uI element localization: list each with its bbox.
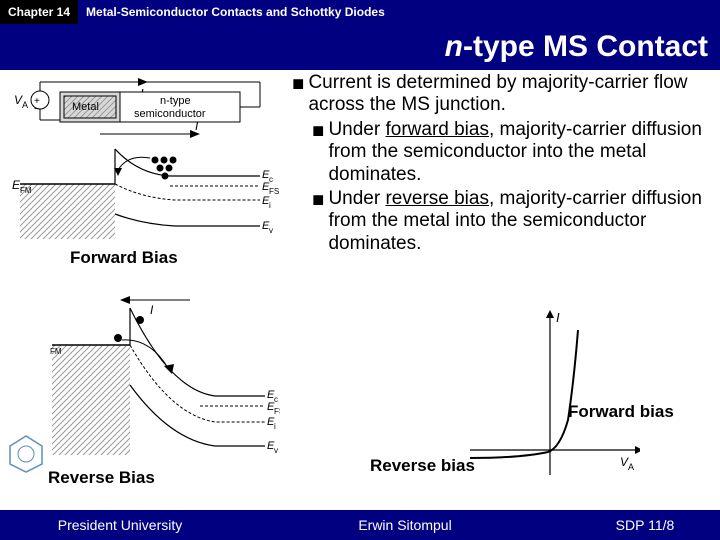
bullet-sub1-text: Under forward bias, majority-carrier dif… <box>328 119 712 186</box>
bullet-list: ◼ Current is determined by majority-carr… <box>292 72 712 255</box>
footer-left: President University <box>0 517 240 533</box>
svg-text:FS: FS <box>274 407 280 416</box>
svg-text:FM: FM <box>50 347 62 356</box>
slide-title: n-type MS Contact <box>0 24 720 70</box>
bullet-sub1: ◼ Under forward bias, majority-carrier d… <box>312 119 712 186</box>
bullet-sub2: ◼ Under reverse bias, majority-carrier d… <box>312 188 712 255</box>
reverse-bias-label: Reverse Bias <box>48 468 155 488</box>
bullet-main-text: Current is determined by majority-carrie… <box>308 72 712 117</box>
iv-curve: I V A <box>460 310 640 480</box>
university-logo-icon <box>6 434 46 474</box>
header-subtitle: Metal-Semiconductor Contacts and Schottk… <box>78 5 393 19</box>
svg-text:FM: FM <box>20 186 32 195</box>
title-italic: n <box>445 30 463 63</box>
forward-bias-label: Forward Bias <box>70 248 178 268</box>
svg-text:FS: FS <box>269 187 279 196</box>
forward-bias-diagram: I +− V A Metal n-type semiconductor I E … <box>10 74 280 244</box>
svg-text:n-type: n-type <box>160 95 191 107</box>
svg-text:v: v <box>269 226 273 235</box>
footer-mid: Erwin Sitompul <box>240 517 570 533</box>
chapter-label: Chapter 14 <box>0 0 78 24</box>
footer-right: SDP 11/8 <box>570 517 720 533</box>
bullet-icon: ◼ <box>292 75 304 117</box>
reverse-bias-diagram: E FM I Ec EFS Ei Ev <box>50 290 280 460</box>
svg-text:c: c <box>274 395 278 404</box>
bullet-sub2-text: Under reverse bias, majority-carrier dif… <box>328 188 712 255</box>
content-area: I +− V A Metal n-type semiconductor I E … <box>0 70 720 510</box>
svg-text:i: i <box>269 201 271 210</box>
bullet-main: ◼ Current is determined by majority-carr… <box>292 72 712 117</box>
forward-bias-curve-label: Forward bias <box>568 402 674 422</box>
svg-text:−: − <box>34 104 40 115</box>
reverse-bias-curve-label: Reverse bias <box>370 456 475 476</box>
svg-text:v: v <box>274 446 278 455</box>
title-rest: -type MS Contact <box>463 30 708 63</box>
svg-text:I: I <box>150 303 154 317</box>
svg-text:c: c <box>269 175 273 184</box>
bullet-icon: ◼ <box>312 191 324 255</box>
bullet-icon: ◼ <box>312 122 324 186</box>
svg-text:A: A <box>22 100 28 110</box>
svg-text:I: I <box>556 310 560 325</box>
svg-text:A: A <box>628 462 634 472</box>
svg-text:i: i <box>274 422 276 431</box>
footer-bar: President University Erwin Sitompul SDP … <box>0 510 720 540</box>
header-bar: Chapter 14 Metal-Semiconductor Contacts … <box>0 0 720 24</box>
svg-text:Metal: Metal <box>72 101 99 113</box>
